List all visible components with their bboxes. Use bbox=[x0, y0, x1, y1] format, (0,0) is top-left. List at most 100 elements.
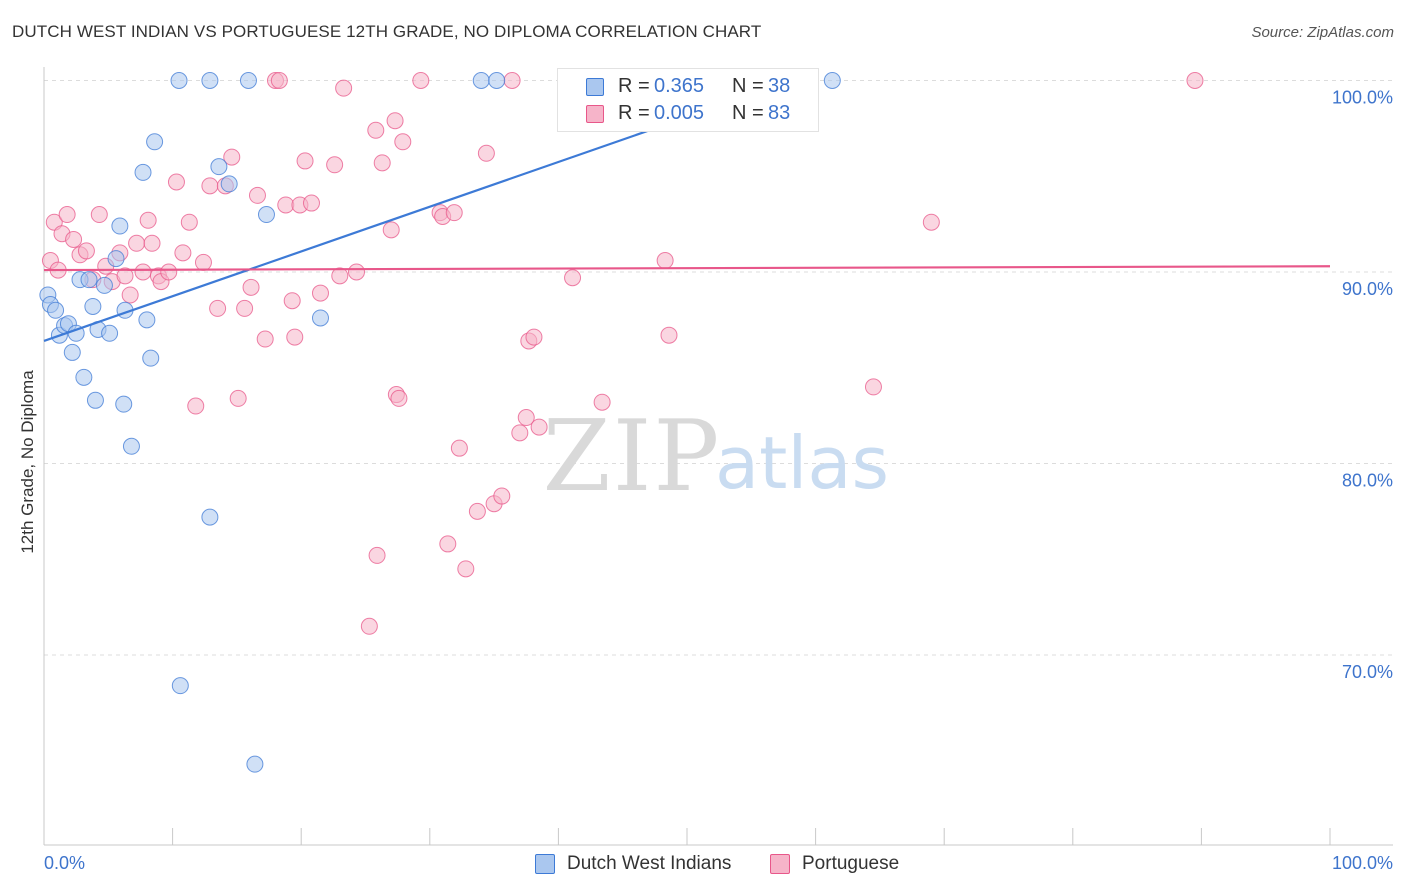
dutch-west-indian-point bbox=[107, 250, 125, 268]
portuguese-point bbox=[477, 144, 495, 162]
dutch-west-indian-point bbox=[201, 72, 219, 89]
y-tick-label: 90.0% bbox=[1342, 279, 1393, 299]
portuguese-point bbox=[311, 284, 329, 302]
dutch-west-indian-point bbox=[146, 133, 164, 151]
watermark: ZIP atlas bbox=[543, 400, 889, 514]
y-axis-label: 12th Grade, No Diploma bbox=[18, 370, 37, 554]
portuguese-point bbox=[525, 328, 543, 346]
portuguese-point bbox=[360, 617, 378, 635]
portuguese-point bbox=[116, 267, 134, 285]
chart-title: DUTCH WEST INDIAN VS PORTUGUESE 12TH GRA… bbox=[12, 22, 762, 41]
portuguese-point bbox=[394, 133, 412, 151]
portuguese-point bbox=[296, 152, 314, 170]
dutch-west-indian-point bbox=[122, 437, 140, 455]
dutch-west-indian-point bbox=[138, 311, 156, 329]
dutch-west-indian-point bbox=[63, 343, 81, 361]
portuguese-point bbox=[229, 389, 247, 407]
legend-n-label: N = bbox=[732, 75, 764, 97]
legend-n-label: N = bbox=[732, 102, 764, 124]
portuguese-point bbox=[90, 206, 108, 224]
portuguese-point bbox=[390, 389, 408, 407]
legend-n-value: 83 bbox=[768, 102, 791, 124]
dutch-west-indian-point bbox=[47, 301, 65, 319]
portuguese-point bbox=[445, 204, 463, 222]
portuguese-point bbox=[439, 535, 457, 553]
dutch-west-indian-point bbox=[134, 163, 152, 181]
portuguese-point bbox=[368, 546, 386, 564]
dutch-west-indian-point bbox=[101, 324, 119, 342]
dutch-west-indian-point bbox=[488, 72, 506, 89]
portuguese-point bbox=[143, 234, 161, 252]
legend-r-value: 0.365 bbox=[654, 75, 705, 97]
portuguese-point bbox=[1186, 72, 1204, 89]
portuguese-point bbox=[530, 418, 548, 436]
legend-r-value: 0.005 bbox=[654, 102, 705, 124]
dutch-west-indian-point bbox=[95, 276, 113, 294]
portuguese-point bbox=[58, 206, 76, 224]
portuguese-point bbox=[922, 213, 940, 231]
portuguese-point bbox=[209, 299, 227, 317]
dutch-west-indian-point bbox=[220, 175, 238, 193]
chart-source: Source: ZipAtlas.com bbox=[1251, 24, 1394, 41]
portuguese-point bbox=[187, 397, 205, 415]
y-tick-label: 80.0% bbox=[1342, 471, 1393, 491]
portuguese-point bbox=[167, 173, 185, 191]
bottom-legend-label: Portuguese bbox=[802, 853, 900, 874]
dutch-west-indian-point bbox=[171, 677, 189, 695]
y-tick-label: 70.0% bbox=[1342, 662, 1393, 682]
portuguese-point bbox=[256, 330, 274, 348]
dutch-west-indian-point bbox=[257, 206, 275, 224]
portuguese-point bbox=[864, 378, 882, 396]
dutch-west-indian-point bbox=[115, 395, 133, 413]
portuguese-point bbox=[242, 278, 260, 296]
legend-n-value: 38 bbox=[768, 75, 791, 97]
portuguese-point bbox=[121, 286, 139, 304]
bottom-legend-label: Dutch West Indians bbox=[567, 853, 732, 874]
legend-swatch-pink bbox=[586, 105, 604, 123]
portuguese-point bbox=[134, 263, 152, 281]
bottom-legend-swatch-blue bbox=[535, 854, 555, 874]
portuguese-point bbox=[511, 424, 529, 442]
dutch-west-indian-point bbox=[84, 297, 102, 315]
legend-r-label: R = bbox=[618, 102, 650, 124]
legend-swatch-blue bbox=[586, 78, 604, 96]
dutch-west-indian-point bbox=[142, 349, 160, 367]
dutch-west-indian-point bbox=[111, 217, 129, 235]
portuguese-point bbox=[277, 196, 295, 214]
portuguese-point bbox=[382, 221, 400, 239]
portuguese-point bbox=[248, 186, 266, 204]
portuguese-point bbox=[450, 439, 468, 457]
portuguese-point bbox=[457, 560, 475, 578]
dutch-west-indian-point bbox=[201, 508, 219, 526]
x-tick-label-min: 0.0% bbox=[44, 853, 85, 873]
portuguese-point bbox=[194, 253, 212, 271]
portuguese-point bbox=[180, 213, 198, 231]
portuguese-point bbox=[347, 263, 365, 281]
portuguese-point bbox=[326, 156, 344, 174]
portuguese-point bbox=[139, 211, 157, 229]
legend-row-dutch-west-indians: R = 0.365 N = 38 bbox=[558, 73, 818, 101]
dutch-west-indian-point bbox=[210, 158, 228, 176]
portuguese-point bbox=[373, 154, 391, 172]
portuguese-point bbox=[65, 230, 83, 248]
portuguese-point bbox=[236, 299, 254, 317]
watermark-atlas: atlas bbox=[715, 421, 889, 505]
portuguese-point bbox=[386, 112, 404, 130]
portuguese-point bbox=[564, 269, 582, 287]
portuguese-points bbox=[41, 72, 1204, 635]
portuguese-point bbox=[517, 409, 535, 427]
dutch-west-indian-point bbox=[239, 72, 257, 89]
y-tick-labels: 70.0% 80.0% 90.0% 100.0% bbox=[1332, 88, 1393, 683]
dutch-west-indian-point bbox=[170, 72, 188, 89]
portuguese-point bbox=[128, 234, 146, 252]
portuguese-point bbox=[468, 502, 486, 520]
portuguese-point bbox=[174, 244, 192, 262]
watermark-zip: ZIP bbox=[543, 400, 722, 514]
dutch-west-indian-point bbox=[80, 271, 98, 289]
correlation-legend: R = 0.365 N = 38 R = 0.005 N = 83 bbox=[557, 68, 819, 132]
portuguese-point bbox=[160, 263, 178, 281]
dutch-west-indians-points bbox=[39, 72, 841, 773]
dutch-west-indian-point bbox=[75, 368, 93, 386]
portuguese-point bbox=[335, 79, 353, 97]
legend-row-portuguese: R = 0.005 N = 83 bbox=[558, 100, 818, 128]
